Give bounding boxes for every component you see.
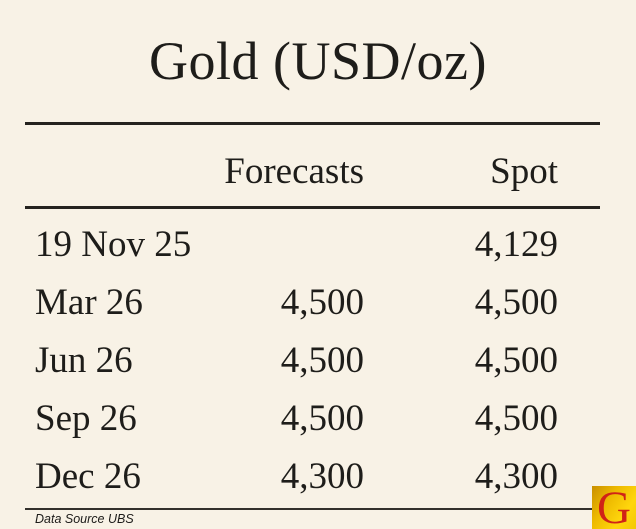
title-divider: [25, 122, 600, 125]
spot-cell: 4,500: [474, 397, 558, 439]
forecast-cell: 4,500: [280, 339, 364, 381]
forecast-cell: 4,500: [280, 397, 364, 439]
spot-cell: 4,500: [474, 281, 558, 323]
brand-logo-letter: G: [597, 486, 631, 529]
forecast-cell: 4,500: [280, 281, 364, 323]
date-cell: Mar 26: [35, 281, 143, 323]
table-row: 19 Nov 25 4,129: [25, 215, 600, 273]
table-header-row: Forecasts Spot: [25, 125, 600, 206]
forecast-cell: 4,300: [280, 455, 364, 497]
header-divider: [25, 206, 600, 209]
table-row: Mar 26 4,500 4,500: [25, 273, 600, 331]
table-row: Dec 26 4,300 4,300: [25, 447, 600, 505]
brand-logo-badge: G: [592, 486, 636, 529]
data-source-label: Data Source UBS: [35, 512, 134, 526]
table-row: Sep 26 4,500 4,500: [25, 389, 600, 447]
date-cell: Jun 26: [35, 339, 133, 381]
spot-cell: 4,129: [474, 223, 558, 265]
date-cell: 19 Nov 25: [35, 223, 192, 265]
header-spot: Spot: [490, 151, 558, 192]
spot-cell: 4,300: [474, 455, 558, 497]
date-cell: Sep 26: [35, 397, 137, 439]
footer-divider: [25, 508, 594, 510]
table-body: 19 Nov 25 4,129 Mar 26 4,500 4,500 Jun 2…: [25, 209, 600, 505]
spot-cell: 4,500: [474, 339, 558, 381]
header-forecasts: Forecasts: [224, 151, 364, 192]
page-title: Gold (USD/oz): [149, 31, 487, 91]
table-row: Jun 26 4,500 4,500: [25, 331, 600, 389]
date-cell: Dec 26: [35, 455, 141, 497]
